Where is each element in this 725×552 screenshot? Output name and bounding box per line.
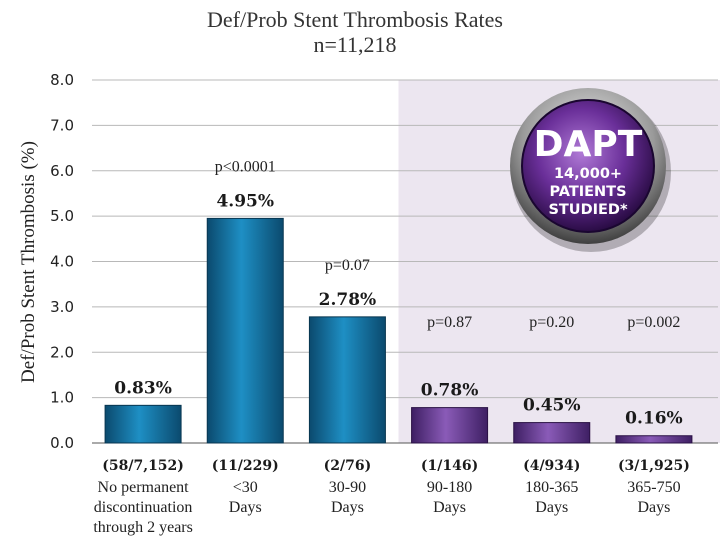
- category-label: 180-365: [525, 479, 578, 496]
- y-tick-label: 7.0: [50, 116, 74, 134]
- data-label: 0.83%: [114, 378, 172, 398]
- y-tick-label: 0.0: [50, 434, 74, 452]
- y-tick-label: 5.0: [50, 207, 74, 225]
- category-label: 90-180: [427, 479, 472, 496]
- category-label: Days: [331, 499, 364, 516]
- bar: [615, 435, 693, 444]
- data-label: 0.16%: [625, 409, 683, 429]
- bar: [206, 217, 284, 444]
- data-label: 2.78%: [319, 290, 377, 310]
- y-axis-ticks: 0.0 1.0 2.0 3.0 4.0 5.0 6.0 7.0 8.0: [50, 71, 74, 452]
- y-tick-label: 2.0: [50, 343, 74, 361]
- category-count: (2/76): [324, 458, 372, 474]
- y-tick-label: 6.0: [50, 162, 74, 180]
- y-tick-label: 3.0: [50, 298, 74, 316]
- chart-subtitle: n=11,218: [313, 32, 396, 57]
- bar: [411, 407, 489, 444]
- p-value-label: p=0.87: [427, 314, 472, 331]
- bar: [513, 422, 591, 444]
- category-count: (4/934): [523, 458, 580, 474]
- category-label: Days: [433, 499, 466, 516]
- category-count: (11/229): [212, 458, 279, 474]
- category-count: (3/1,925): [618, 458, 690, 474]
- y-tick-label: 8.0: [50, 71, 74, 89]
- data-label: 0.78%: [421, 381, 479, 401]
- bar: [104, 404, 182, 444]
- category-count: (1/146): [421, 458, 478, 474]
- category-label: Days: [637, 499, 670, 516]
- category-label: 30-90: [329, 479, 366, 496]
- category-labels: (58/7,152) No permanent discontinuation thr…: [93, 458, 690, 536]
- badge-disc: [521, 99, 655, 233]
- p-value-label: p=0.20: [529, 314, 574, 331]
- p-value-label: p<0.0001: [215, 158, 276, 175]
- category-label: discontinuation: [94, 499, 193, 516]
- category-count: (58/7,152): [102, 458, 184, 474]
- category-label: through 2 years: [93, 519, 193, 536]
- data-label: 4.95%: [216, 191, 274, 211]
- category-label: Days: [229, 499, 262, 516]
- badge-title: DAPT: [534, 124, 643, 165]
- bar-labels: 0.83% 4.95% p<0.0001 2.78% p=0.07 0.78% p=0.87…: [114, 158, 682, 428]
- category-label: 365-750: [627, 479, 680, 496]
- chart-title: Def/Prob Stent Thrombosis Rates: [207, 7, 503, 32]
- y-tick-label: 1.0: [50, 389, 74, 407]
- bar: [308, 316, 386, 444]
- category-label: No permanent: [98, 479, 190, 496]
- category-label: <30: [233, 479, 258, 496]
- badge-line-3: STUDIED*: [548, 202, 627, 218]
- data-label: 0.45%: [523, 396, 581, 416]
- badge-line-1: 14,000+: [554, 166, 622, 182]
- y-axis-label: Def/Prob Stent Thrombosis (%): [18, 141, 39, 383]
- y-tick-label: 4.0: [50, 253, 74, 271]
- dapt-badge: DAPT 14,000+ PATIENTS STUDIED*: [510, 88, 671, 252]
- badge-line-2: PATIENTS: [549, 184, 626, 200]
- category-label: Days: [535, 499, 568, 516]
- p-value-label: p=0.07: [325, 257, 370, 274]
- bars: [104, 217, 693, 444]
- p-value-label: p=0.002: [627, 314, 680, 331]
